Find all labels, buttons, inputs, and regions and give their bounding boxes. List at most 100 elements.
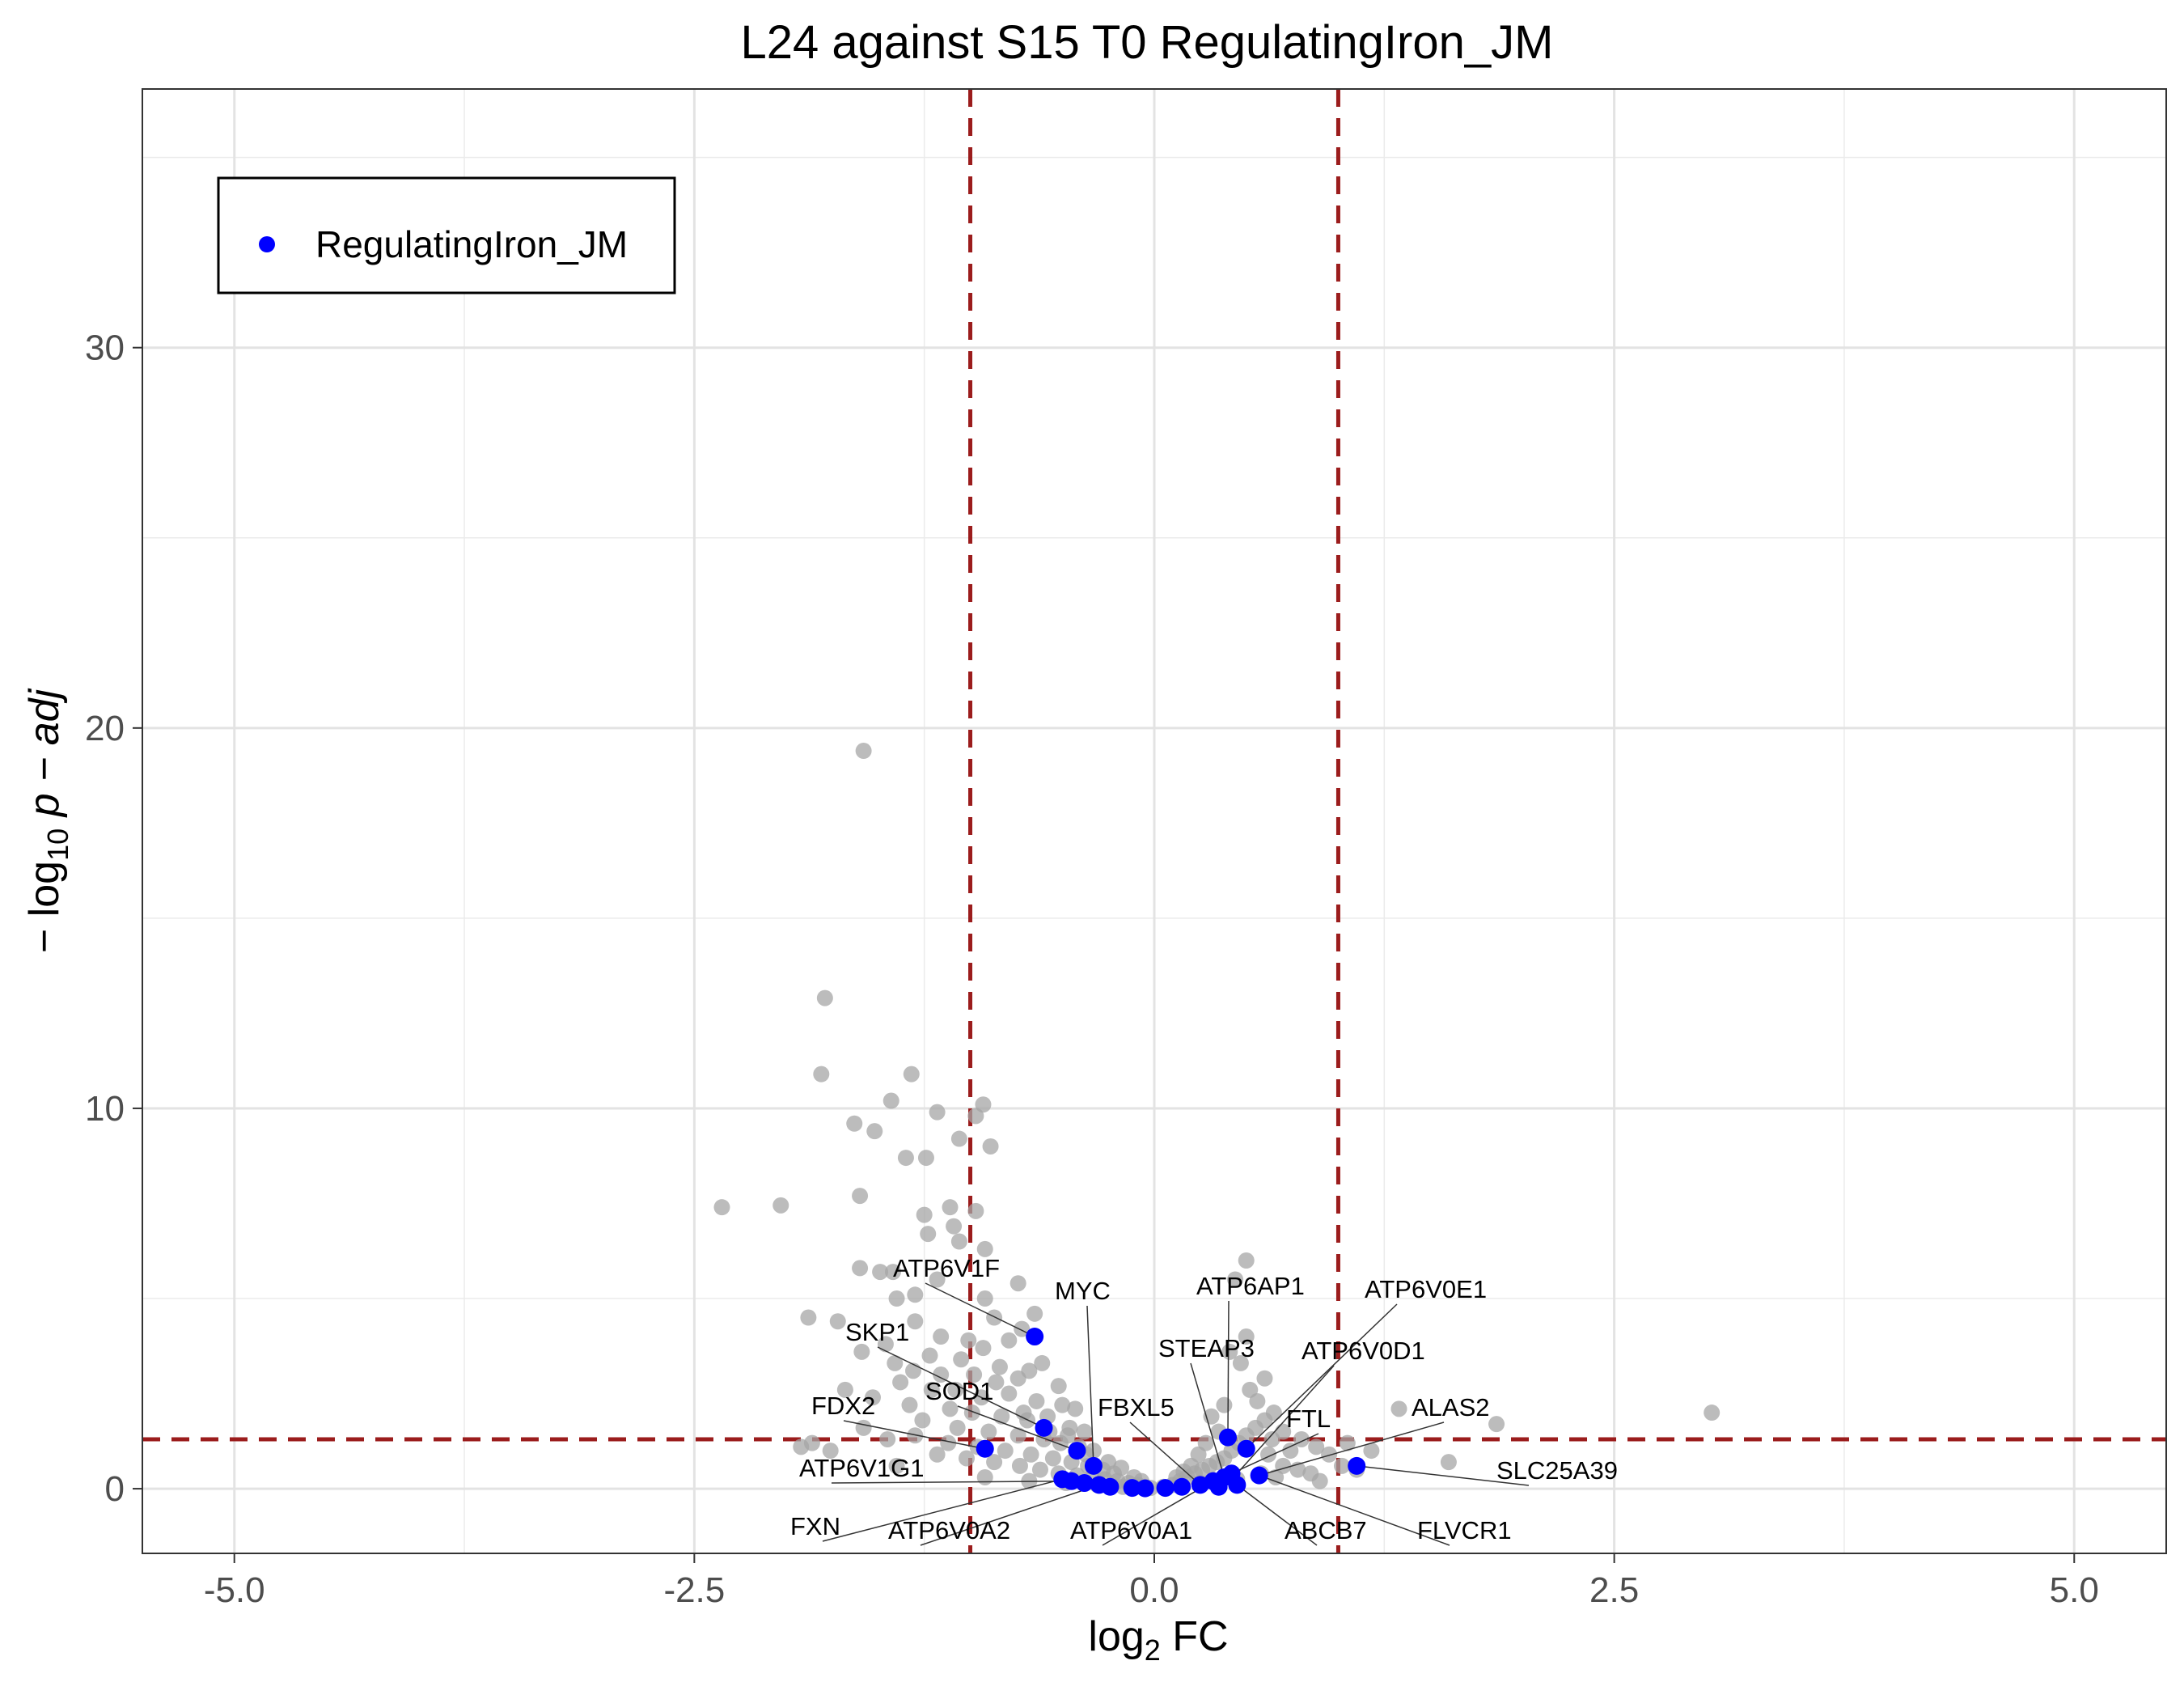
gene-point <box>1001 1385 1018 1402</box>
gene-point <box>1221 1343 1238 1360</box>
y-axis-ticks: 0 10 20 30 <box>85 328 142 1509</box>
gene-point <box>713 1199 730 1216</box>
gene-point <box>1022 1446 1039 1463</box>
gene-point <box>882 1092 899 1109</box>
label-connector <box>925 1282 1035 1337</box>
gene-point <box>923 1381 940 1398</box>
gene-point <box>907 1286 924 1303</box>
label-connector <box>822 1478 1063 1542</box>
gene-point <box>1011 1457 1028 1474</box>
gene-point <box>1009 1370 1026 1387</box>
gene-point <box>1488 1416 1505 1433</box>
gene-point <box>1203 1408 1220 1425</box>
gene-point <box>1704 1405 1721 1421</box>
svg-text:− log10 p − adj: − log10 p − adj <box>21 688 74 953</box>
gene-point <box>947 1381 964 1398</box>
gene-point <box>1113 1460 1130 1477</box>
gene-point <box>942 1400 959 1417</box>
legend-entry: RegulatingIron_JM <box>315 223 628 265</box>
gene-point <box>976 1240 993 1257</box>
gene-label: SLC25A39 <box>1496 1456 1618 1485</box>
gene-point <box>916 1206 933 1223</box>
gene-point <box>976 1468 993 1485</box>
gene-point <box>1009 1427 1026 1444</box>
gene-point <box>1054 1396 1071 1413</box>
gene-label: ATP6V0D1 <box>1302 1337 1425 1365</box>
gene-point <box>960 1332 977 1349</box>
gene-label: FBXL5 <box>1098 1393 1175 1421</box>
gene-point <box>1440 1454 1457 1471</box>
gene-point <box>949 1419 966 1436</box>
gene-point <box>772 1197 789 1214</box>
gene-point <box>800 1309 817 1326</box>
highlight-point <box>1101 1477 1120 1496</box>
gene-point <box>1009 1275 1026 1292</box>
gene-point <box>885 1264 902 1281</box>
gene-point <box>888 1457 905 1474</box>
label-connector <box>920 1484 1100 1546</box>
highlight-point <box>1123 1479 1141 1498</box>
gene-point <box>966 1366 983 1383</box>
gene-point <box>950 1130 967 1147</box>
gene-point <box>888 1290 905 1307</box>
legend-marker <box>259 236 275 252</box>
x-tick-label: 0.0 <box>1129 1570 1179 1610</box>
gene-point <box>917 1150 934 1167</box>
x-tick-label: -5.0 <box>204 1570 265 1610</box>
gene-point <box>1339 1434 1356 1451</box>
gene-point <box>816 989 833 1006</box>
threshold-lines <box>142 89 2166 1553</box>
gene-label: SKP1 <box>845 1318 909 1346</box>
gene-point <box>921 1347 938 1364</box>
gene-labels: ATP6V1F SKP1 MYC SOD1 FDX2 ATP6V1G1 FXN ATP6V0A… <box>790 1254 1618 1544</box>
label-connector <box>1231 1433 1319 1474</box>
gene-point <box>1249 1392 1266 1409</box>
gene-label: FLVCR1 <box>1417 1516 1512 1544</box>
gene-point <box>903 1066 920 1083</box>
highlight-point <box>1250 1466 1268 1485</box>
gene-point <box>920 1226 937 1243</box>
gene-point <box>897 1150 914 1167</box>
gene-label: ATP6V1F <box>893 1254 1000 1282</box>
gene-point <box>1014 1320 1031 1337</box>
gene-point <box>905 1362 922 1379</box>
highlight-point <box>1084 1456 1103 1475</box>
gene-point <box>887 1354 904 1371</box>
gene-label: STEAP3 <box>1158 1334 1255 1362</box>
gene-point <box>963 1405 980 1421</box>
gene-point <box>1050 1378 1067 1395</box>
highlight-points <box>976 1328 1366 1498</box>
gene-point <box>1044 1450 1061 1467</box>
y-tick-label: 30 <box>85 328 125 368</box>
gene-point <box>1060 1427 1077 1444</box>
gene-point <box>967 1108 984 1125</box>
gene-point <box>1268 1468 1285 1485</box>
gene-point <box>1363 1443 1380 1460</box>
label-connector <box>1259 1474 1450 1546</box>
gene-point <box>1263 1430 1280 1447</box>
gene-point <box>953 1351 970 1368</box>
gene-label: ATP6V0E1 <box>1365 1275 1487 1303</box>
x-tick-label: 2.5 <box>1589 1570 1639 1610</box>
svg-text:log2 FC: log2 FC <box>1088 1613 1228 1667</box>
label-connector <box>1236 1484 1318 1546</box>
highlight-point <box>1156 1479 1175 1498</box>
gene-point <box>1034 1354 1051 1371</box>
gene-point <box>877 1336 894 1353</box>
gene-point <box>982 1138 999 1155</box>
gene-point <box>942 1199 959 1216</box>
y-axis-label: − log10 p − adj <box>21 688 74 953</box>
highlight-point <box>1075 1474 1094 1493</box>
gene-point <box>892 1374 909 1391</box>
gene-point <box>879 1430 896 1447</box>
gene-point <box>866 1123 883 1140</box>
gene-point <box>1076 1423 1093 1440</box>
gene-point <box>1311 1472 1328 1489</box>
gene-point <box>929 1446 946 1463</box>
highlight-point <box>976 1439 994 1458</box>
label-connector <box>1227 1300 1230 1438</box>
gene-point <box>929 1104 946 1121</box>
gene-point <box>1216 1396 1233 1413</box>
gene-label: ALAS2 <box>1412 1393 1490 1421</box>
gene-point <box>991 1358 1008 1375</box>
